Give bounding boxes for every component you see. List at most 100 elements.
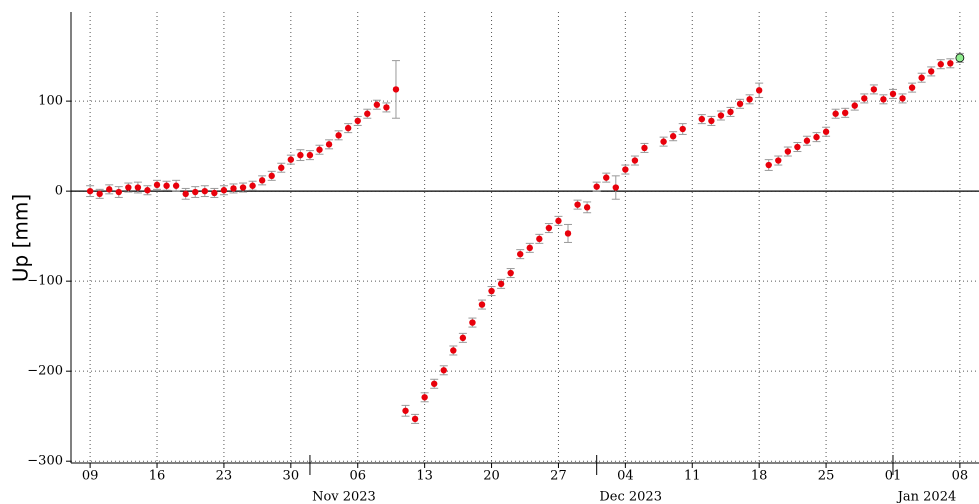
data-point (182, 190, 189, 198)
data-point (555, 217, 562, 225)
data-point (134, 184, 142, 191)
data-point (775, 157, 782, 164)
data-point (698, 115, 706, 123)
x-tick-label: 09 (82, 469, 99, 484)
data-point (268, 172, 275, 180)
data-point (526, 244, 533, 252)
data-point (727, 108, 734, 116)
y-axis-label: Up [mm] (9, 194, 33, 282)
data-point (278, 164, 285, 171)
data-point (880, 96, 887, 103)
data-point (564, 230, 572, 237)
data-point (536, 235, 543, 243)
data-point (478, 301, 486, 308)
data-point (507, 269, 514, 277)
month-label: Dec 2023 (599, 490, 662, 504)
data-point (192, 188, 199, 196)
data-point (220, 187, 228, 194)
x-tick-label: 23 (216, 469, 233, 484)
data-point (517, 250, 524, 258)
data-point (306, 151, 314, 159)
y-tick-label: −200 (27, 364, 63, 379)
data-point (421, 394, 428, 401)
data-point (287, 156, 295, 163)
data-point (172, 182, 180, 189)
month-label: Jan 2024 (896, 490, 957, 504)
data-point (153, 181, 161, 189)
x-tick-label: 20 (483, 469, 500, 484)
data-point (402, 407, 409, 414)
data-point (822, 128, 830, 135)
x-tick-label: 16 (149, 469, 166, 484)
x-tick-label: 06 (349, 469, 366, 484)
data-point (545, 224, 553, 232)
data-point (230, 185, 237, 192)
data-point (354, 117, 361, 125)
y-tick-label: 0 (55, 184, 63, 199)
data-point (144, 187, 151, 194)
data-point (115, 188, 122, 196)
x-tick-label: 01 (885, 469, 902, 484)
data-point (717, 112, 725, 119)
data-point (392, 86, 400, 93)
data-point (488, 287, 495, 295)
data-point (746, 96, 753, 103)
x-tick-label: 25 (818, 469, 835, 484)
data-point (765, 161, 772, 169)
data-point (841, 109, 849, 117)
data-point (364, 110, 371, 117)
data-point (431, 380, 438, 387)
data-point (297, 151, 304, 159)
data-point (736, 100, 744, 108)
data-point (669, 133, 677, 140)
data-point (641, 144, 648, 152)
data-point (106, 186, 113, 193)
x-tick-label: 18 (751, 469, 768, 484)
data-point (440, 367, 447, 374)
data-point (373, 101, 381, 108)
x-tick-label: 08 (952, 469, 969, 484)
data-point (593, 183, 600, 190)
data-point (583, 204, 591, 211)
data-point (861, 95, 868, 102)
data-point (258, 177, 266, 184)
data-point (679, 125, 686, 133)
data-point (955, 53, 965, 63)
data-point (832, 110, 839, 117)
data-point (899, 95, 906, 102)
data-point (239, 184, 247, 191)
y-tick-label: 100 (38, 94, 63, 109)
data-point (784, 148, 792, 155)
data-point (325, 141, 333, 148)
data-point (794, 143, 801, 151)
month-label: Nov 2023 (312, 490, 376, 504)
x-tick-label: 04 (617, 469, 634, 484)
data-point (870, 86, 878, 93)
data-point (450, 347, 457, 354)
data-point (622, 166, 629, 173)
data-point (344, 124, 352, 132)
data-point (937, 61, 944, 68)
data-point (469, 319, 476, 326)
data-point (249, 182, 256, 189)
data-point (660, 138, 667, 145)
x-tick-label: 11 (684, 469, 701, 484)
data-point (803, 137, 811, 144)
data-point (918, 74, 925, 81)
data-point (908, 84, 916, 91)
data-point (459, 334, 467, 342)
data-point (411, 415, 419, 423)
data-point (603, 174, 610, 181)
data-point (201, 187, 209, 195)
data-point (335, 132, 342, 139)
data-point (316, 146, 323, 153)
x-tick-label: 13 (416, 469, 433, 484)
data-point (813, 133, 820, 141)
data-point (163, 182, 170, 189)
x-tick-label: 30 (283, 469, 300, 484)
data-point (497, 280, 505, 288)
data-point (889, 90, 897, 98)
data-point (755, 87, 763, 94)
x-tick-label: 27 (550, 469, 567, 484)
